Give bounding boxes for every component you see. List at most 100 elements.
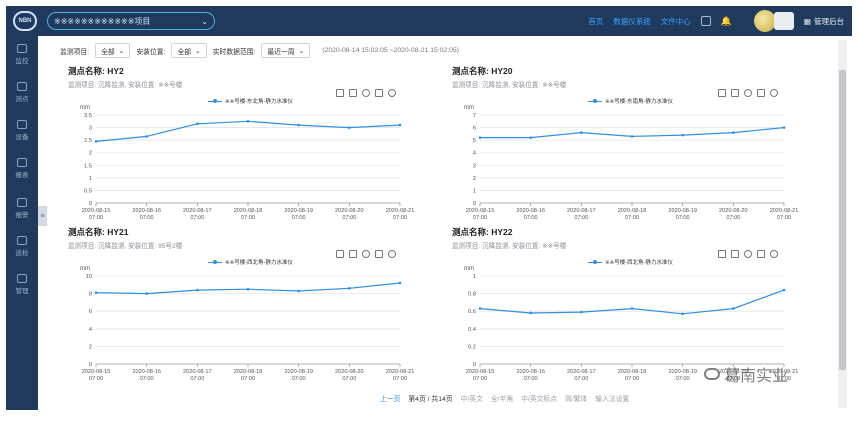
top-bar: NBN ※※※※※※※※※※※※项目 ⌄ 首页 数据仪系统 文件中心 🔔 ▦ 管… [6, 6, 852, 36]
nav-data-system[interactable]: 数据仪系统 [613, 16, 651, 26]
eye-icon[interactable] [770, 89, 778, 97]
admin-link[interactable]: ▦ 管理后台 [804, 16, 844, 27]
refresh-icon[interactable] [744, 250, 752, 258]
x-tick-label: 2020-08-15 [82, 208, 111, 214]
chart-legend[interactable]: ※※号楼-东北角-静力水准仪 [208, 97, 293, 105]
eye-icon[interactable] [770, 250, 778, 258]
ime-item[interactable]: 全/半角 [490, 396, 514, 403]
bell-icon[interactable]: 🔔 [720, 15, 732, 26]
sidebar-item-alarms[interactable]: 报警 [6, 198, 38, 219]
zoom-icon[interactable] [336, 89, 344, 97]
sidebar-item-reports[interactable]: 报表 [6, 158, 38, 179]
y-tick-label: 0 [89, 362, 92, 368]
x-tick-label: 07:00 [777, 215, 791, 220]
ime-item[interactable]: 中/英文 [460, 396, 483, 403]
chart-legend[interactable]: ※※号楼-西北角-静力水准仪 [208, 258, 293, 266]
download-icon[interactable] [375, 89, 383, 97]
chevron-down-icon: ⌄ [118, 47, 125, 55]
nav-home[interactable]: 首页 [588, 16, 604, 26]
zoom-reset-icon[interactable] [349, 250, 357, 258]
y-tick-label: 1.5 [84, 163, 92, 169]
calendar-icon[interactable] [700, 16, 711, 26]
chart-toolbar [718, 89, 778, 97]
y-tick-label: 1 [473, 188, 476, 194]
sidebar-item-points[interactable]: 测点 [6, 82, 38, 103]
x-tick-label: 2020-08-21 [770, 369, 799, 375]
watermark: 葛南实业 [704, 362, 788, 386]
zoom-reset-icon[interactable] [349, 89, 357, 97]
zoom-reset-icon[interactable] [731, 250, 739, 258]
sidebar-item-label: 巡检 [15, 250, 29, 257]
x-tick-label: 2020-08-15 [466, 369, 495, 375]
location-filter-select[interactable]: 全部 ⌄ [171, 43, 207, 58]
zoom-icon[interactable] [718, 250, 726, 258]
sidebar-item-inspection[interactable]: 巡检 [6, 236, 38, 257]
project-filter-select[interactable]: 全部 ⌄ [95, 43, 131, 58]
y-tick-label: 0.6 [468, 309, 476, 315]
chart-toolbar [336, 250, 396, 258]
data-point [246, 287, 250, 291]
chart-legend[interactable]: ※※号楼-东南角-静力水准仪 [588, 97, 673, 105]
project-select[interactable]: ※※※※※※※※※※※※项目 ⌄ [47, 12, 215, 30]
y-tick-label: 1 [89, 176, 92, 182]
sidebar-item-devices[interactable]: 设备 [6, 120, 38, 141]
zoom-icon[interactable] [718, 89, 726, 97]
data-point [246, 119, 250, 123]
y-tick-label: 2 [473, 176, 476, 182]
data-point [580, 131, 583, 134]
sidebar-item-label: 设备 [15, 134, 29, 141]
avatar[interactable] [754, 10, 776, 32]
y-tick-label: 2.5 [84, 138, 92, 144]
y-tick-label: 3.5 [84, 113, 92, 119]
chart-legend[interactable]: ※※号楼-西北角-静力水准仪 [588, 258, 673, 266]
sidebar-collapse-handle[interactable]: ≡ [38, 206, 47, 226]
data-point [94, 140, 98, 143]
panel-title: 测点名称: HY20 [452, 66, 513, 76]
x-tick-label: 07:00 [190, 376, 204, 381]
zoom-icon[interactable] [336, 250, 344, 258]
data-point [145, 292, 148, 295]
sidebar-item-monitor[interactable]: 监控 [6, 44, 38, 65]
range-filter-select[interactable]: 最近一周 ⌄ [261, 43, 311, 58]
location-filter-value: 全部 [177, 48, 192, 56]
y-tick-label: 4 [473, 151, 477, 157]
data-point [94, 291, 98, 295]
eye-icon[interactable] [388, 250, 396, 258]
download-icon[interactable] [375, 250, 383, 258]
x-tick-label: 2020-08-19 [284, 369, 313, 375]
ime-item[interactable]: 简/繁体 [565, 396, 588, 403]
refresh-icon[interactable] [362, 89, 370, 97]
inspection-icon [17, 236, 27, 245]
ime-item[interactable]: 中/英文标点 [521, 396, 558, 403]
ime-item[interactable]: 输入法设置 [595, 396, 630, 403]
location-filter-label: 安装位置: [136, 48, 166, 56]
data-point [297, 123, 300, 127]
zoom-reset-icon[interactable] [731, 89, 739, 97]
download-icon[interactable] [757, 89, 765, 97]
eye-icon[interactable] [388, 89, 396, 97]
x-tick-label: 07:00 [473, 215, 487, 220]
data-point [478, 136, 482, 139]
nav-file-center[interactable]: 文件中心 [660, 16, 691, 26]
user-name-block[interactable] [774, 12, 794, 30]
prev-page-link[interactable]: 上一页 [380, 396, 401, 403]
scrollbar[interactable] [838, 40, 847, 408]
chart-panel-hy2: 测点名称: HY2 监测项目: 沉降监测, 安装位置: ※※号楼 ※※号楼-东北… [68, 65, 418, 221]
refresh-icon[interactable] [362, 250, 370, 258]
x-tick-label: 2020-08-20 [719, 369, 748, 375]
chevron-down-icon: ⌄ [298, 47, 305, 55]
data-point [297, 289, 300, 293]
download-icon[interactable] [757, 250, 765, 258]
x-tick-label: 07:00 [241, 215, 255, 220]
x-tick-label: 2020-08-16 [132, 369, 161, 375]
sidebar-item-label: 管理 [15, 288, 29, 295]
refresh-icon[interactable] [744, 89, 752, 97]
scrollbar-thumb[interactable] [839, 70, 846, 370]
x-tick-label: 2020-08-18 [618, 369, 647, 375]
chevron-down-icon: ⌄ [195, 47, 201, 55]
chart-panel-hy22: 测点名称: HY22 监测项目: 沉降监测, 安装位置: ※※号楼 ※※号楼-西… [452, 226, 802, 382]
line-chart-hy20: mm012345672020-08-1507:002020-08-1607:00… [464, 105, 798, 221]
sidebar-item-manage[interactable]: 管理 [6, 274, 38, 295]
panel-subtitle: 监测项目: 沉降监测, 安装位置: 95号2楼 [68, 243, 183, 250]
